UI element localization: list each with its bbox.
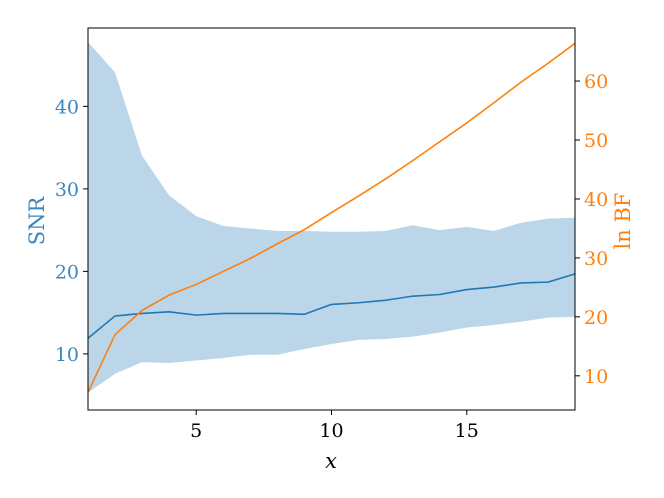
left-y-tick-label: 10 bbox=[55, 344, 79, 366]
x-axis: 5 10 15 bbox=[190, 410, 479, 442]
lnbf-series-line bbox=[87, 42, 576, 393]
left-y-axis-label: SNR bbox=[25, 196, 49, 246]
left-y-tick-label: 40 bbox=[55, 96, 79, 118]
x-tick-label: 5 bbox=[190, 420, 202, 442]
left-y-axis: 10 20 30 40 bbox=[55, 96, 88, 366]
series-lines-layer bbox=[87, 42, 576, 393]
snr-band-area bbox=[88, 42, 575, 393]
x-tick-label: 15 bbox=[455, 420, 479, 442]
snr-confidence-band-layer bbox=[88, 42, 575, 393]
left-y-tick-label: 20 bbox=[55, 261, 79, 283]
right-y-tick-label: 60 bbox=[584, 71, 608, 93]
left-y-tick-label: 30 bbox=[55, 179, 79, 201]
right-y-axis-label: ln BF bbox=[611, 193, 635, 250]
snr-series-line bbox=[87, 273, 576, 339]
x-tick-label: 10 bbox=[319, 420, 343, 442]
right-y-tick-label: 30 bbox=[584, 248, 608, 270]
right-y-axis: 10 20 30 40 50 60 bbox=[575, 71, 608, 388]
right-y-tick-label: 10 bbox=[584, 366, 608, 388]
right-y-tick-label: 50 bbox=[584, 130, 608, 152]
right-y-tick-label: 40 bbox=[584, 189, 608, 211]
right-y-tick-label: 20 bbox=[584, 307, 608, 329]
x-axis-label: x bbox=[325, 449, 337, 473]
